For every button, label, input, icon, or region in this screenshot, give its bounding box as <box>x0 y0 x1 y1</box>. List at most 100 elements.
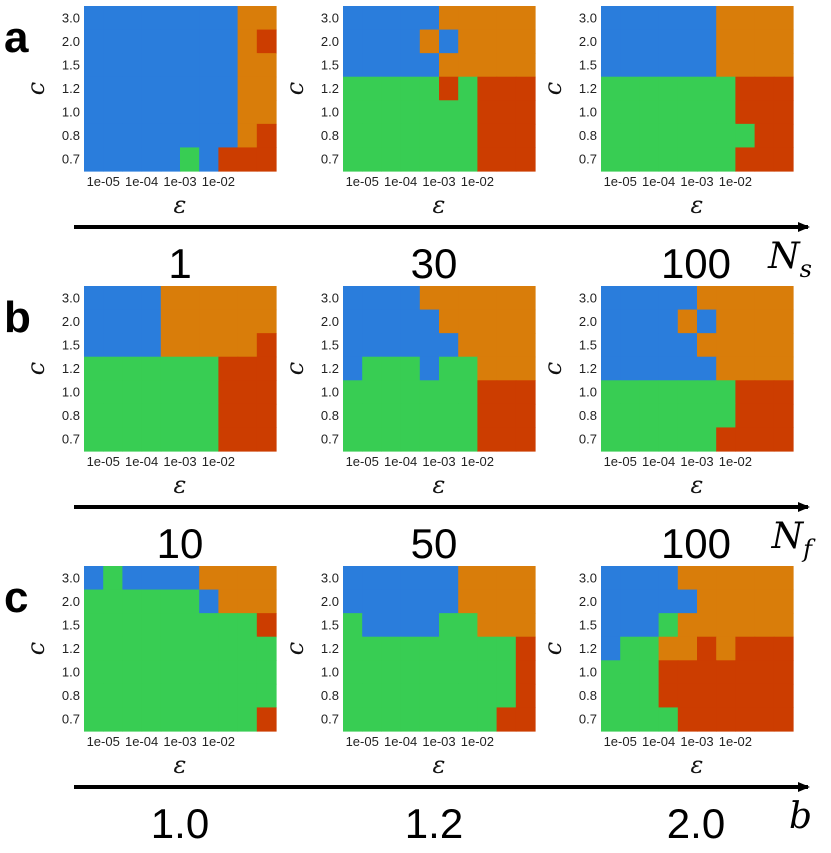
heatmap-cell <box>400 29 421 54</box>
heatmap-cell <box>84 403 104 429</box>
row-c: c 3.0 2.0 1.5 1.2 1.0 0.8 0.7 1e-05 1e-04 1e-03 1e-… <box>4 566 812 847</box>
heatmap-cell <box>477 29 498 54</box>
heatmap-cell <box>658 660 679 685</box>
heatmap-cell <box>658 6 679 31</box>
heatmap-cell <box>199 147 219 172</box>
heatmap-cell <box>496 53 517 78</box>
heatmap-cell <box>256 660 277 685</box>
heatmap-cell <box>122 356 143 381</box>
heatmap-cell <box>141 29 162 54</box>
heatmap-cell <box>84 660 104 685</box>
heatmap-cell <box>754 53 775 78</box>
y-tick-label: 3.0 <box>321 570 339 585</box>
heatmap-cell <box>362 613 382 638</box>
heatmap-cell <box>381 286 402 311</box>
heatmap-cell <box>458 636 478 661</box>
y-tick-label: 1.2 <box>321 81 339 96</box>
heatmap-cell <box>477 356 498 381</box>
heatmap-cell <box>256 380 277 405</box>
heatmap-cell <box>601 683 621 709</box>
heatmap-cell <box>697 123 717 149</box>
x-tick-label: 1e-03 <box>163 454 196 469</box>
heatmap-cell <box>697 403 717 429</box>
heatmap-cell <box>515 613 536 638</box>
x-axis-label: ε <box>174 191 187 219</box>
heatmap-cell <box>256 427 277 452</box>
heatmap-cell <box>458 309 478 334</box>
y-tick-label: 3.0 <box>62 10 80 25</box>
heatmap-cell <box>84 123 104 149</box>
heatmap-cell <box>218 76 239 101</box>
heatmap-cell <box>381 613 402 638</box>
heatmap-cell <box>639 636 660 661</box>
heatmap-cell <box>84 333 104 358</box>
heatmap-cell <box>477 380 498 405</box>
heatmap-cell <box>458 566 478 591</box>
heatmap-cell <box>122 53 143 78</box>
heatmap-cell <box>458 380 478 405</box>
heatmap-cell <box>496 6 517 31</box>
heatmap-cell <box>362 566 382 591</box>
heatmap-cell <box>180 380 200 405</box>
heatmap-cell <box>400 566 421 591</box>
y-axis-label: c <box>22 82 50 95</box>
x-tick-label: 1e-05 <box>346 174 379 189</box>
y-tick-label: 1.2 <box>321 361 339 376</box>
heatmap-cell <box>180 566 200 591</box>
y-tick-label: 1.0 <box>579 665 597 680</box>
parameter-name: Nf <box>771 516 817 563</box>
heatmap-cell <box>199 356 219 381</box>
heatmap-cell <box>180 589 200 614</box>
heatmap-cell <box>754 356 775 381</box>
heatmap-cell <box>199 6 219 31</box>
heatmap-cell <box>639 333 660 358</box>
heatmap-cell <box>658 427 679 452</box>
heatmap-cell <box>103 427 123 452</box>
heatmap-cell <box>735 76 756 101</box>
heatmap-cell <box>141 356 162 381</box>
heatmap-cell <box>496 403 517 429</box>
heatmap-cell <box>658 356 679 381</box>
heatmap-cell <box>477 707 498 732</box>
heatmap-cell <box>141 100 162 125</box>
heatmap-cell <box>381 29 402 54</box>
heatmap-cell <box>419 100 440 125</box>
heatmap-cell <box>458 147 478 172</box>
heatmap-cell <box>439 123 459 149</box>
x-tick-label: 1e-03 <box>680 174 713 189</box>
heatmap-cell <box>439 29 459 54</box>
y-tick-label: 3.0 <box>321 290 339 305</box>
heatmap-cell <box>601 100 621 125</box>
y-axis-label: c <box>539 642 567 655</box>
heatmap-cell <box>697 356 717 381</box>
heatmap-cell <box>601 147 621 172</box>
heatmap-cell <box>458 6 478 31</box>
heatmap-cell <box>515 380 536 405</box>
y-tick-label: 1.0 <box>321 105 339 120</box>
heatmap-cell <box>199 380 219 405</box>
heatmap-cell <box>343 427 363 452</box>
heatmap-cell <box>658 100 679 125</box>
y-axis-label: c <box>281 82 309 95</box>
heatmap-cell <box>754 333 775 358</box>
heatmap-cell <box>237 53 258 78</box>
heatmap-cell <box>716 589 736 614</box>
heatmap-cell <box>716 707 736 732</box>
heatmap-cell <box>601 566 621 591</box>
heatmap-cell <box>160 566 181 591</box>
heatmap-cell <box>400 356 421 381</box>
heatmap-cell <box>735 427 756 452</box>
heatmap-cell <box>515 333 536 358</box>
heatmap-cell <box>180 636 200 661</box>
heatmap-cell <box>103 683 123 709</box>
y-axis-label: c <box>281 642 309 655</box>
heatmap-cell <box>400 309 421 334</box>
heatmap-cell <box>601 333 621 358</box>
heatmap-cell <box>237 123 258 149</box>
heatmap-cell <box>400 286 421 311</box>
heatmap-cell <box>496 683 517 709</box>
heatmap-cell <box>754 380 775 405</box>
heatmap-cell <box>343 286 363 311</box>
heatmap-cell <box>639 356 660 381</box>
heatmap-panel: 3.0 2.0 1.5 1.2 1.0 0.8 0.7 1e-05 1e-04 1e-03 1e-0… <box>539 6 794 219</box>
